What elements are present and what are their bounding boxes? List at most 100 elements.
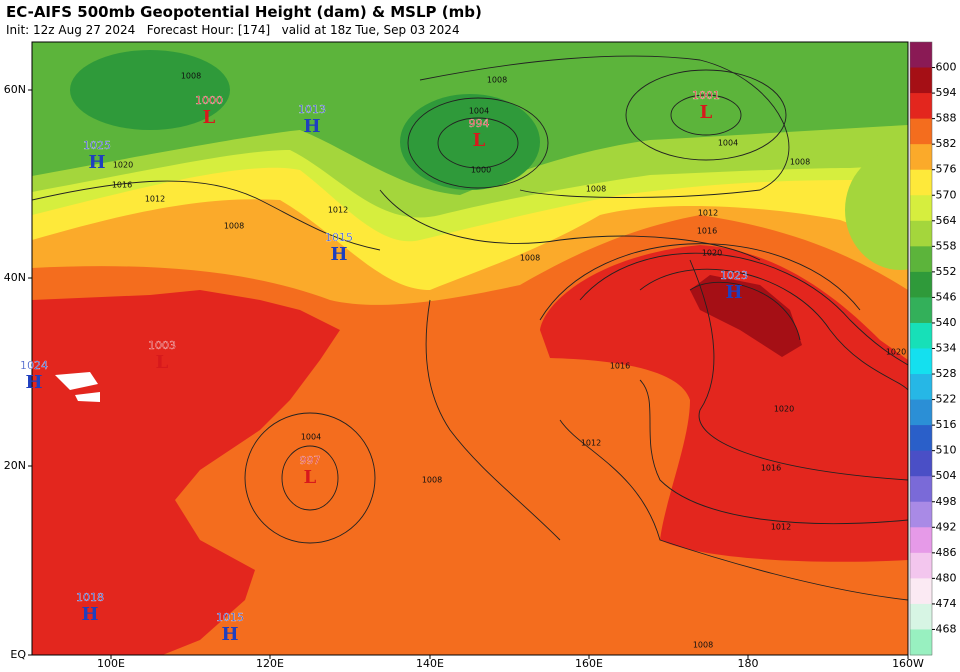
lat-label: EQ (10, 648, 26, 661)
colorbar-label: 540 (936, 316, 957, 329)
center-letter: L (156, 352, 169, 373)
center-value: 994 (469, 117, 490, 130)
lat-label: 20N (4, 459, 26, 472)
center-letter: H (88, 152, 105, 173)
colorbar-bin (910, 67, 932, 94)
colorbar-label: 498 (936, 495, 957, 508)
isobar-label: 1016 (697, 227, 717, 236)
colorbar-bin (910, 527, 932, 554)
isobar-label: 1016 (112, 181, 132, 190)
map-title: EC-AIFS 500mb Geopotential Height (dam) … (6, 3, 482, 21)
isobar-label: 1012 (581, 439, 601, 448)
colorbar-label: 510 (936, 444, 957, 457)
colorbar-label: 468 (936, 622, 957, 635)
map-frame (31, 41, 909, 656)
isobar-label: 1012 (145, 195, 165, 204)
field-564 (845, 150, 908, 270)
colorbar-label: 528 (936, 367, 957, 380)
colorbar-bin (910, 144, 932, 171)
field-552 (70, 50, 230, 130)
isobar-label: 1020 (113, 161, 133, 170)
isobar-label: 1008 (693, 641, 713, 650)
center-value: 1001 (692, 89, 720, 102)
center-value: 1023 (720, 269, 748, 282)
center-letter: L (304, 467, 317, 488)
colorbar-bin (910, 220, 932, 247)
field-600 (690, 275, 802, 357)
center-value: 1024 (20, 359, 48, 372)
field-594 (540, 245, 908, 562)
colorbar-bin (910, 425, 932, 452)
lon-label: 100E (97, 657, 125, 670)
isobar-label: 1008 (487, 76, 507, 85)
colorbar-label: 570 (936, 188, 957, 201)
colorbar-label: 522 (936, 393, 957, 406)
center-value: 1015 (216, 611, 244, 624)
colorbar-label: 552 (936, 265, 957, 278)
center-value: 1025 (83, 139, 111, 152)
colorbar-bin (910, 552, 932, 579)
isobar-label: 1004 (469, 107, 489, 116)
isobar-label: 1012 (698, 209, 718, 218)
colorbar-label: 600 (936, 61, 957, 74)
center-letter: H (81, 604, 98, 625)
isobar-label: 1012 (328, 206, 348, 215)
isobar-label: 1008 (520, 254, 540, 263)
colorbar-label: 474 (936, 597, 957, 610)
colorbar-label: 534 (936, 342, 957, 355)
colorbar-bin (910, 629, 932, 656)
colorbar-bin (910, 118, 932, 145)
lat-label: 60N (4, 83, 26, 96)
map-subtitle: Init: 12z Aug 27 2024 Forecast Hour: [17… (6, 23, 460, 37)
colorbar-label: 588 (936, 112, 957, 125)
lon-label: 140E (416, 657, 444, 670)
isobar-label: 1020 (702, 249, 722, 258)
center-letter: L (473, 130, 486, 151)
colorbar-label: 504 (936, 469, 957, 482)
colorbar-label: 582 (936, 137, 957, 150)
center-value: 1018 (76, 591, 104, 604)
colorbar-label: 558 (936, 239, 957, 252)
colorbar-bin (910, 246, 932, 273)
isobar-label: 1008 (422, 476, 442, 485)
isobar-label: 1008 (586, 185, 606, 194)
isobar-label: 1008 (790, 158, 810, 167)
colorbar-bin (910, 271, 932, 298)
colorbar-bin (910, 322, 932, 349)
colorbar-bin (910, 93, 932, 120)
height-field (32, 42, 908, 655)
missing-patch (55, 372, 100, 402)
colorbar-bin (910, 399, 932, 426)
isobar-label: 1020 (886, 348, 906, 357)
isobar-label: 1000 (471, 166, 491, 175)
center-letter: H (221, 624, 238, 645)
colorbar-bin (910, 297, 932, 324)
field-552 (400, 94, 540, 190)
center-letter: L (203, 107, 216, 128)
center-value: 1013 (298, 103, 326, 116)
colorbar-bin (910, 348, 932, 375)
lon-label: 160W (892, 657, 924, 670)
lon-label: 160E (575, 657, 603, 670)
isobar-label: 1012 (771, 523, 791, 532)
center-letter: H (725, 282, 742, 303)
colorbar-label: 486 (936, 546, 957, 559)
isobar-label: 1008 (224, 222, 244, 231)
colorbar-bin (910, 169, 932, 196)
lon-label: 180 (738, 657, 759, 670)
colorbar-bin (910, 42, 932, 69)
center-letter: H (330, 244, 347, 265)
isobar-label: 1016 (761, 464, 781, 473)
isobar-label: 1008 (181, 72, 201, 81)
center-letter: H (25, 372, 42, 393)
colorbar-label: 546 (936, 290, 957, 303)
colorbar-label: 492 (936, 520, 957, 533)
colorbar-label: 594 (936, 86, 957, 99)
colorbar-label: 576 (936, 163, 957, 176)
colorbar-bin (910, 195, 932, 222)
field-594 (32, 290, 340, 655)
isobar-label: 1004 (718, 139, 738, 148)
colorbar-bin (910, 578, 932, 605)
center-letter: L (700, 102, 713, 123)
